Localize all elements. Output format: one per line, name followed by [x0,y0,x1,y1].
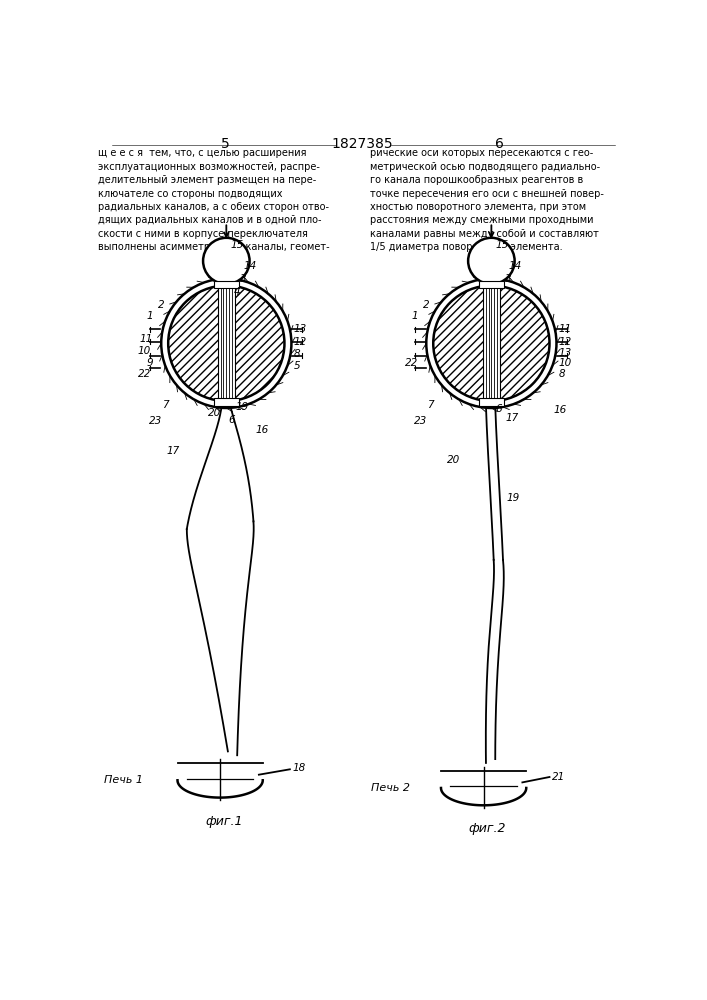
Bar [483,288,500,398]
Text: 21: 21 [552,772,565,782]
Text: 5: 5 [221,137,230,151]
Bar [479,281,504,288]
Text: 19: 19 [235,402,249,412]
Circle shape [468,238,515,284]
Bar [214,398,239,406]
Text: 4: 4 [234,287,240,297]
Text: щ е е с я  тем, что, с целью расширения
эксплуатационных возможностей, распре-
д: щ е е с я тем, что, с целью расширения э… [98,148,329,252]
Text: 22: 22 [138,369,151,379]
Text: 6: 6 [228,415,235,425]
Text: 16: 16 [554,405,566,415]
Text: 14: 14 [243,261,257,271]
Text: 13: 13 [559,348,572,358]
Text: 23: 23 [414,416,427,426]
Text: 8: 8 [559,369,566,379]
Text: рические оси которых пересекаются с гео-
метрической осью подводящего радиально-: рические оси которых пересекаются с гео-… [370,148,604,252]
Text: 5: 5 [293,361,300,371]
Text: 1: 1 [411,311,418,321]
Text: 12: 12 [293,337,307,347]
Text: 17: 17 [506,413,518,423]
Text: 2: 2 [158,300,164,310]
Text: 22: 22 [404,358,418,368]
Text: 15: 15 [230,240,243,250]
Bar [218,288,235,398]
Bar [479,398,504,406]
Text: 9: 9 [146,358,153,368]
Bar [214,281,239,288]
Text: 19: 19 [507,493,520,503]
Text: 23: 23 [148,416,162,426]
Text: 10: 10 [138,346,151,356]
Text: Печь 2: Печь 2 [371,783,410,793]
Text: 8: 8 [293,349,300,359]
Text: 7: 7 [426,400,433,410]
Text: 6: 6 [495,404,502,414]
Circle shape [168,286,284,401]
Text: фиг.1: фиг.1 [205,815,243,828]
Text: 17: 17 [167,446,180,456]
Text: 3: 3 [506,274,512,284]
Text: 2: 2 [423,300,429,310]
Text: 7: 7 [162,400,168,410]
Circle shape [203,238,250,284]
Text: Печь 1: Печь 1 [104,775,143,785]
Text: 11: 11 [559,324,572,334]
Text: 15: 15 [495,240,508,250]
Text: 3: 3 [240,274,247,284]
Text: фиг.2: фиг.2 [469,822,506,835]
Text: 20: 20 [208,408,221,418]
Text: 6: 6 [495,137,503,151]
Text: 16: 16 [256,425,269,435]
Text: 1827385: 1827385 [331,137,393,151]
Text: 1: 1 [146,311,153,321]
Circle shape [433,286,549,401]
Text: 18: 18 [292,763,305,773]
Text: 14: 14 [508,261,522,271]
Text: 20: 20 [447,455,460,465]
Text: 10: 10 [559,358,572,368]
Text: 12: 12 [559,337,572,347]
Text: 11: 11 [139,334,153,344]
Text: 13: 13 [293,324,307,334]
